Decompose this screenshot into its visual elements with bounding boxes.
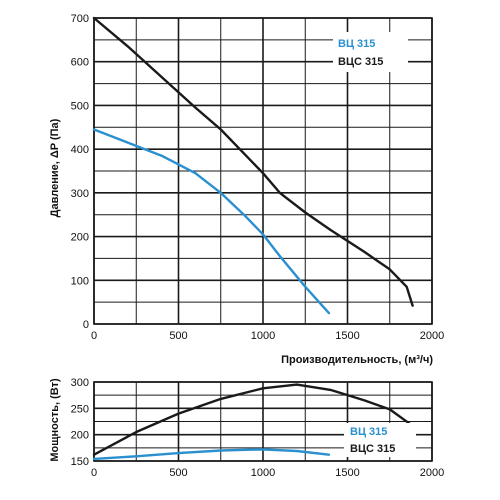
- pressure-y-tick-label: 700: [71, 13, 89, 25]
- power-y-axis-title: Мощность, (Вт): [49, 378, 61, 462]
- pressure-legend-box: [333, 32, 408, 72]
- power-x-tick-label: 0: [91, 467, 97, 479]
- power-y-tick-label: 300: [71, 377, 89, 389]
- pressure-y-tick-label: 600: [71, 57, 89, 69]
- power-x-tick-label: 500: [169, 467, 187, 479]
- pressure-y-tick-label: 500: [71, 100, 89, 112]
- pressure-x-tick-label: 500: [169, 330, 187, 342]
- pressure-y-tick-label: 100: [71, 275, 89, 287]
- power-x-tick-label: 1500: [335, 467, 359, 479]
- power-x-tick-label: 1000: [251, 467, 275, 479]
- pressure-legend-series-1: ВЦ 315: [338, 38, 375, 50]
- power-series-1-line: [92, 448, 331, 461]
- pressure-y-tick-label: 0: [83, 319, 89, 331]
- power-plot-frame: [93, 381, 433, 462]
- pressure-x-tick-label: 1500: [335, 330, 359, 342]
- pressure-y-tick-label: 400: [71, 144, 89, 156]
- pressure-plot-frame: [93, 17, 433, 325]
- pressure-y-tick-label: 300: [71, 188, 89, 200]
- power-y-tick-label: 150: [71, 456, 89, 468]
- pressure-y-axis-title: Давление, ΔP (Па): [49, 118, 61, 217]
- pressure-legend-series-2: ВЦС 315: [338, 56, 383, 68]
- pressure-x-axis-title: Производительность, (м³/ч): [281, 354, 433, 366]
- power-series-2-line: [92, 383, 413, 456]
- power-legend-box: [344, 423, 416, 457]
- pressure-y-tick-label: 200: [71, 232, 89, 244]
- pressure-series-2-line: [92, 16, 414, 307]
- pressure-x-tick-label: 2000: [420, 330, 444, 342]
- power-legend-series-1: ВЦ 315: [350, 426, 387, 438]
- power-y-tick-label: 200: [71, 430, 89, 442]
- power-x-tick-label: 2000: [420, 467, 444, 479]
- pressure-x-tick-label: 1000: [251, 330, 275, 342]
- power-chart: 150 200 250 300 0 500 1000 1500 2000: [71, 377, 445, 479]
- power-legend-series-2: ВЦС 315: [350, 443, 395, 455]
- power-y-tick-label: 250: [71, 403, 89, 415]
- pressure-series-1-line: [92, 128, 331, 315]
- pressure-x-tick-label: 0: [91, 330, 97, 342]
